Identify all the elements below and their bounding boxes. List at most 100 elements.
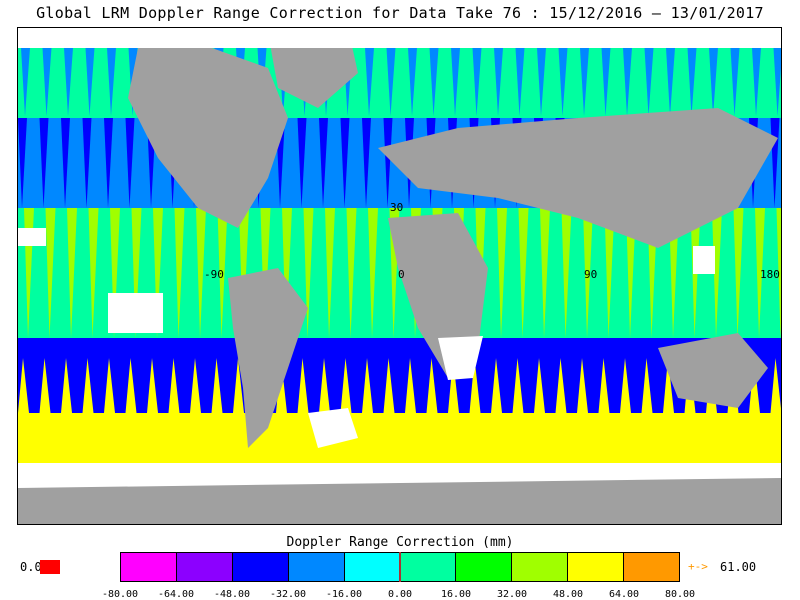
colorbar-tick-label: -16.00 (325, 589, 363, 600)
swath-south (147, 358, 158, 413)
swath-south (469, 358, 481, 413)
swath-arctic (408, 48, 417, 116)
antarctica-land (18, 478, 781, 524)
swath-arctic (515, 48, 525, 116)
colorbar-tick-label: 80.00 (664, 589, 696, 600)
swath-equatorial (196, 208, 206, 338)
lon-label-180: 180 (760, 268, 780, 281)
swath-equatorial (131, 208, 142, 338)
swath-arctic (687, 48, 697, 116)
colorbar-zero-marker (399, 552, 401, 582)
swath-equatorial (303, 208, 314, 338)
doppler-map: 30 -90 0 90 180 (17, 27, 782, 525)
swath-equatorial (561, 208, 572, 338)
africa-land (388, 213, 488, 378)
swath-equatorial (325, 208, 335, 338)
swath-arctic (472, 48, 482, 116)
swath-south (663, 358, 674, 413)
swath-equatorial (776, 208, 781, 338)
swath-arctic (580, 48, 589, 116)
swath-equatorial (282, 208, 292, 338)
swath-equatorial (110, 208, 120, 338)
swath-arctic (730, 48, 740, 116)
swath-south (190, 358, 201, 413)
nodata-box-west (18, 228, 46, 246)
swath-equatorial (368, 208, 378, 338)
colorbar-segment-0 (121, 553, 177, 581)
zero-value-swatch (40, 560, 60, 574)
swath-arctic (21, 48, 30, 116)
swath-arctic (107, 48, 116, 116)
swath-equatorial (540, 208, 550, 338)
swath-south (82, 358, 94, 413)
swath-south (512, 358, 524, 413)
swath-north (362, 118, 371, 208)
swath-south (211, 358, 223, 413)
swath-south (383, 358, 395, 413)
swath-south (297, 358, 309, 413)
swath-arctic (558, 48, 568, 116)
swath-arctic (537, 48, 546, 116)
swath-south (641, 358, 653, 413)
swath-arctic (601, 48, 611, 116)
south-band (18, 338, 781, 413)
swath-equatorial (217, 208, 228, 338)
swath-south (770, 358, 781, 413)
lon-label-0: 0 (398, 268, 405, 281)
map-graphic (18, 28, 781, 524)
swath-north (39, 118, 49, 208)
swath-equatorial (346, 208, 357, 338)
colorbar-segment-3 (288, 553, 345, 581)
map-title: Global LRM Doppler Range Correction for … (36, 4, 764, 22)
colorbar-segment-6 (456, 553, 513, 581)
colorbar-tick-label: -80.00 (101, 589, 139, 600)
swath-north (297, 118, 307, 208)
colorbar-title: Doppler Range Correction (mm) (286, 535, 514, 550)
swath-north (125, 118, 135, 208)
lon-label-neg90: -90 (204, 268, 224, 281)
swath-south (233, 358, 244, 413)
swath-equatorial (153, 208, 163, 338)
swath-south (319, 358, 330, 413)
colorbar-segment-9 (624, 553, 680, 581)
swath-arctic (752, 48, 761, 116)
colorbar-segment-5 (400, 553, 457, 581)
swath-equatorial (583, 208, 593, 338)
nodata-south-atlantic (308, 408, 358, 448)
swath-arctic (85, 48, 95, 116)
overflow-value: 61.00 (720, 560, 757, 574)
colorbar-segment-2 (232, 553, 289, 581)
south-america-land (228, 268, 308, 448)
swath-north (383, 118, 393, 208)
colorbar (120, 552, 680, 582)
swath-equatorial (712, 208, 722, 338)
nodata-madagascar (438, 336, 483, 380)
swath-arctic (494, 48, 503, 116)
colorbar-tick-label: 32.00 (496, 589, 528, 600)
swath-arctic (365, 48, 374, 116)
swath-equatorial (497, 208, 507, 338)
swath-arctic (64, 48, 73, 116)
colorbar-tick-label: 0.00 (387, 589, 413, 600)
swath-south (426, 358, 438, 413)
swath-south (362, 358, 373, 413)
swath-arctic (773, 48, 781, 116)
nodata-regions (18, 28, 781, 448)
zero-value-label: 0.0 (20, 560, 42, 574)
overflow-arrow-icon: +-> (688, 560, 708, 573)
colorbar-segment-7 (512, 553, 569, 581)
swath-north (104, 118, 113, 208)
swath-north (61, 118, 70, 208)
colorbar-tick-label: -48.00 (213, 589, 251, 600)
nodata-box-east (693, 246, 715, 274)
swath-arctic (644, 48, 654, 116)
north-america-land (128, 43, 288, 228)
colorbar-segment-8 (568, 553, 625, 581)
swath-arctic (42, 48, 52, 116)
swath-south (61, 358, 72, 413)
swath-equatorial (733, 208, 744, 338)
lon-label-90: 90 (584, 268, 598, 281)
swath-south (491, 358, 502, 413)
australia-land (658, 333, 768, 408)
swath-south (620, 358, 631, 413)
